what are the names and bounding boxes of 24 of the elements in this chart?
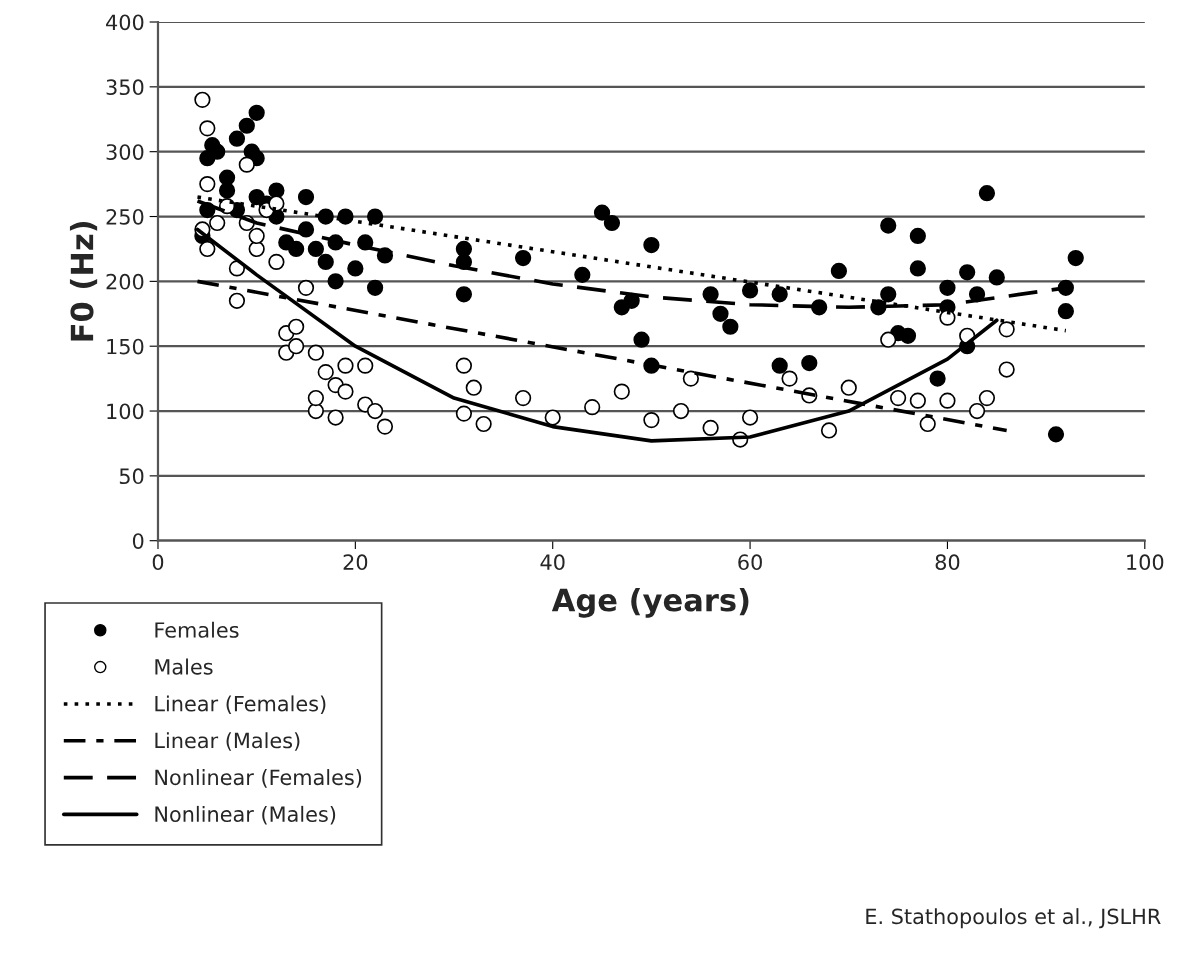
x-axis-title: Age (years) [551, 587, 749, 618]
y-tick-label: 100 [107, 403, 144, 420]
x-tick-label: 80 [935, 554, 960, 571]
legend-label: Males [155, 658, 213, 675]
text: E. Stathopoulos et al., JSLHR [866, 908, 1161, 929]
y-tick-label: 350 [106, 79, 144, 96]
y-tick-label: 250 [106, 208, 144, 225]
x-tick-label: 0 [152, 554, 164, 571]
y-tick-label: 300 [106, 144, 144, 160]
legend-label: Nonlinear (Females) [155, 769, 362, 788]
x-tick-label: 100 [1127, 554, 1164, 571]
y-tick-label: 200 [106, 273, 144, 290]
x-tick-label: 60 [738, 554, 762, 571]
legend-label: Linear (Males) [155, 732, 300, 751]
legend-label: Females [155, 621, 239, 638]
legend-label: Linear (Females) [155, 695, 326, 714]
y-tick-label: 0 [132, 533, 144, 549]
y-tick-label: 400 [106, 14, 144, 31]
x-tick-label: 40 [540, 554, 565, 571]
legend-label: Nonlinear (Males) [155, 805, 336, 825]
x-tick-label: 20 [343, 554, 368, 571]
y-tick-label: 50 [119, 468, 144, 485]
y-tick-label: 150 [107, 338, 144, 355]
y-axis-title: F0 (Hz) [69, 221, 98, 341]
